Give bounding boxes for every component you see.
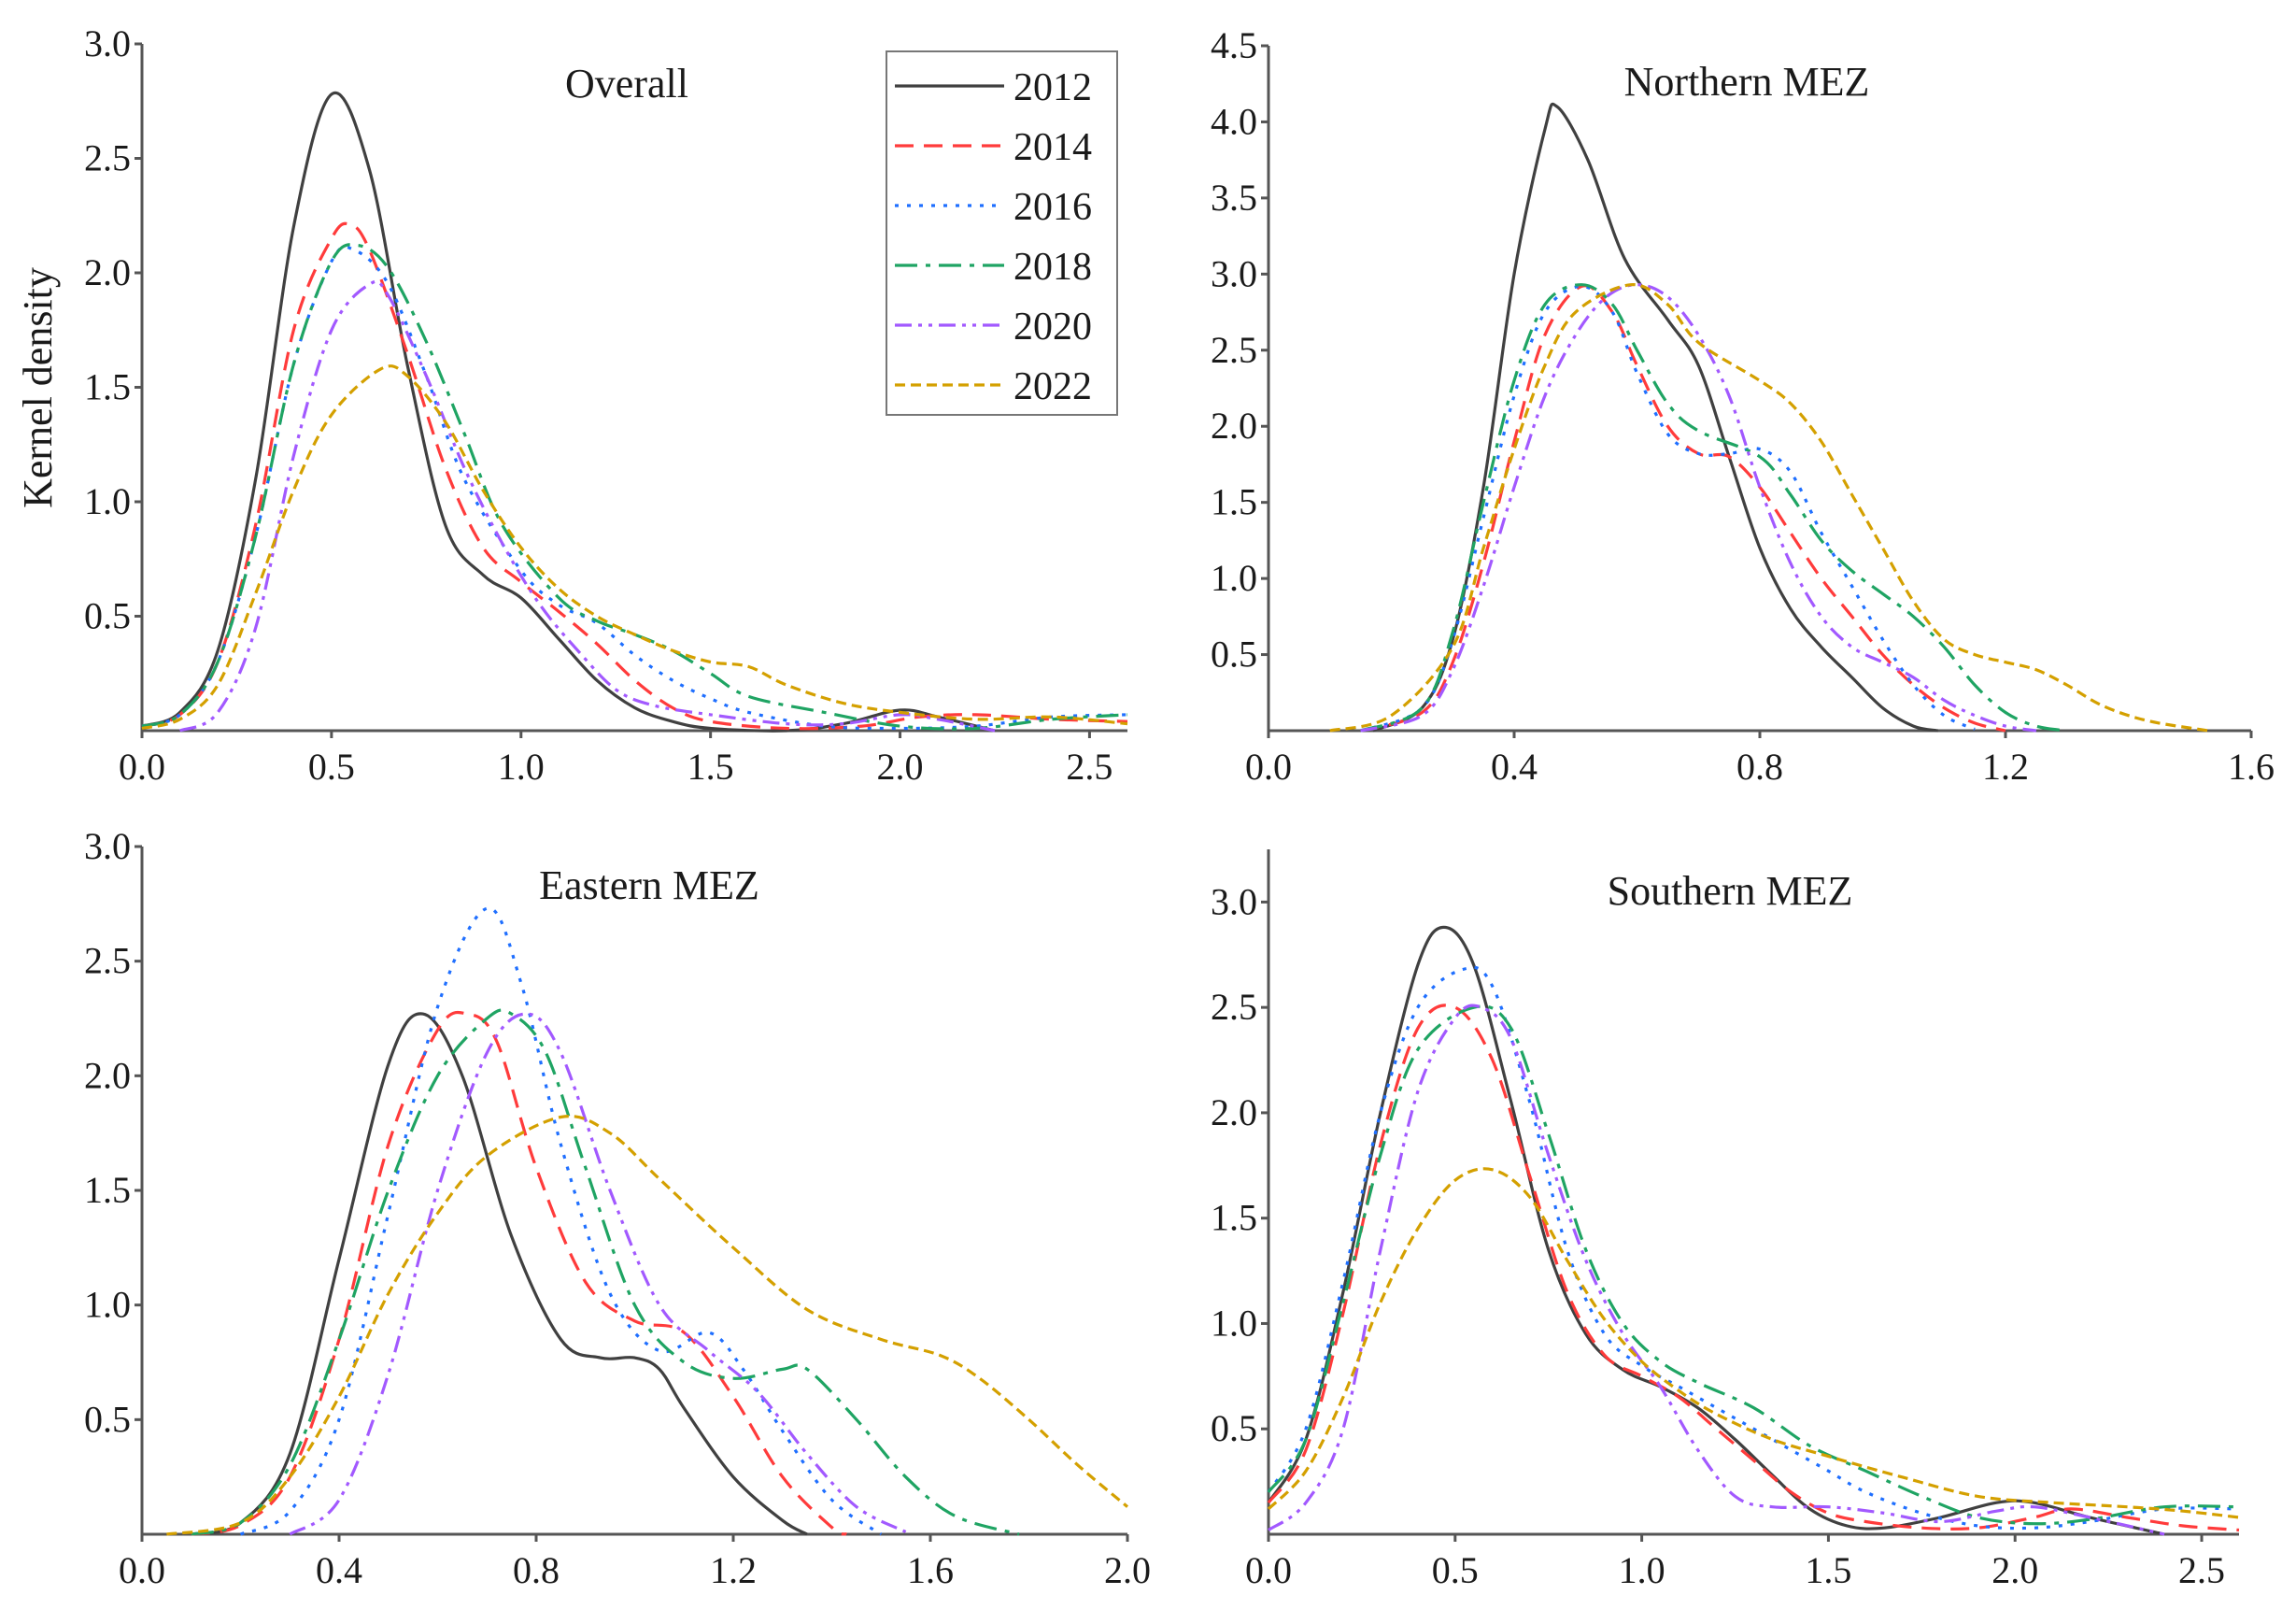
y-tick-label: 1.0 [1211, 1302, 1257, 1344]
series-line-2020 [1268, 1004, 2165, 1536]
y-tick-label: 2.5 [84, 137, 131, 179]
y-tick-label: 1.0 [84, 1284, 131, 1326]
y-tick-label: 2.0 [1211, 1091, 1257, 1133]
y-tick-label: 2.0 [1211, 405, 1257, 447]
x-tick-label: 0.0 [1245, 746, 1292, 788]
y-tick-label: 2.5 [1211, 329, 1257, 371]
series-line-2018 [191, 1008, 1020, 1536]
x-tick-label: 2.0 [1991, 1549, 2038, 1591]
y-tick-label: 0.5 [1211, 634, 1257, 676]
panel-eastern-mez: 0.0 0.4 0.8 1.2 1.6 2.0 0.5 1.0 1.5 2.0 2.5 3.0 East… [84, 825, 1151, 1591]
x-tick-label: 1.5 [687, 746, 734, 788]
series-line-2016 [1267, 965, 2240, 1531]
series-line-2022 [141, 364, 1128, 731]
legend-label: 2014 [1013, 126, 1092, 169]
x-tick-label: 0.8 [1736, 746, 1783, 788]
series-line-2014 [141, 221, 1128, 731]
series-line-2022 [1267, 1167, 2240, 1519]
x-tick-label: 1.6 [907, 1549, 954, 1591]
y-tick-label: 0.5 [84, 595, 131, 637]
x-tick-label: 0.8 [513, 1549, 560, 1591]
panel-title: Eastern MEZ [539, 862, 759, 908]
y-tick-label: 2.0 [84, 251, 131, 293]
panel-title: Overall [565, 61, 688, 107]
series-line-2012 [191, 1012, 808, 1536]
x-tick-label: 1.0 [1619, 1549, 1665, 1591]
x-tick-label: 1.0 [498, 746, 545, 788]
y-tick-label: 1.5 [84, 1169, 131, 1211]
panels: 0.0 0.5 1.0 1.5 2.0 2.5 0.5 1.0 1.5 2.0 2.5 3.0 Over… [84, 22, 2275, 1591]
series-line-2014 [1267, 1004, 2240, 1532]
x-tick-label: 0.0 [119, 1549, 165, 1591]
y-tick-label: 4.5 [1211, 24, 1257, 66]
x-tick-label: 0.4 [316, 1549, 362, 1591]
series-line-2018 [141, 243, 1128, 731]
panel-overall: 0.0 0.5 1.0 1.5 2.0 2.5 0.5 1.0 1.5 2.0 2.5 3.0 Over… [84, 22, 1128, 788]
series-line-2016 [1360, 284, 1976, 733]
legend-label: 2022 [1013, 365, 1092, 408]
series-line-2018 [1360, 283, 2068, 733]
y-tick-label: 3.0 [1211, 880, 1257, 922]
legend-label: 2020 [1013, 306, 1092, 349]
x-tick-label: 2.0 [1104, 1549, 1151, 1591]
y-tick-label: 2.0 [84, 1054, 131, 1096]
x-tick-label: 2.5 [1066, 746, 1113, 788]
x-tick-label: 0.0 [119, 746, 165, 788]
series-line-2020 [289, 1012, 907, 1536]
y-tick-label: 1.5 [1211, 1197, 1257, 1239]
x-tick-label: 1.5 [1805, 1549, 1851, 1591]
legend-label: 2018 [1013, 246, 1092, 289]
y-tick-label: 3.0 [84, 825, 131, 867]
x-tick-label: 0.5 [308, 746, 355, 788]
x-tick-label: 2.0 [877, 746, 924, 788]
y-tick-label: 2.5 [84, 940, 131, 982]
panel-title: Southern MEZ [1608, 868, 1853, 914]
y-tick-label: 0.5 [84, 1398, 131, 1440]
series-line-2014 [191, 1010, 847, 1536]
series-line-2020 [178, 279, 996, 733]
x-tick-label: 1.2 [1982, 746, 2029, 788]
y-tick-label: 1.5 [84, 366, 131, 408]
legend: 2012 2014 2016 2018 2020 2022 [886, 50, 1118, 416]
legend-label: 2016 [1013, 186, 1092, 229]
x-tick-label: 0.4 [1491, 746, 1538, 788]
y-tick-label: 3.5 [1211, 177, 1257, 219]
series-line-2018 [1267, 1004, 2240, 1526]
x-tick-label: 1.6 [2228, 746, 2275, 788]
series-line-2012 [1372, 102, 1938, 733]
y-tick-label: 2.5 [1211, 986, 1257, 1028]
y-tick-label: 3.0 [1211, 252, 1257, 294]
series-line-2020 [1360, 283, 2037, 733]
x-tick-label: 0.0 [1245, 1549, 1292, 1591]
y-tick-label: 4.0 [1211, 100, 1257, 142]
panel-southern-mez: 0.0 0.5 1.0 1.5 2.0 2.5 0.5 1.0 1.5 2.0 2.5 3.0 Sout… [1211, 849, 2240, 1591]
series-line-2022 [166, 1115, 1129, 1536]
series-line-2012 [141, 91, 996, 733]
y-tick-label: 1.5 [1211, 481, 1257, 523]
y-axis-label: Kernel density [15, 267, 61, 508]
legend-label: 2012 [1013, 66, 1092, 109]
y-tick-label: 1.0 [1211, 557, 1257, 599]
panel-title: Northern MEZ [1624, 59, 1870, 105]
y-tick-label: 3.0 [84, 22, 131, 64]
x-tick-label: 2.5 [2178, 1549, 2225, 1591]
y-tick-label: 1.0 [84, 480, 131, 522]
series-line-2022 [1329, 283, 2209, 733]
legend-box [886, 50, 1118, 416]
x-tick-label: 1.2 [710, 1549, 757, 1591]
x-tick-label: 0.5 [1432, 1549, 1479, 1591]
series-line-2014 [1360, 284, 2006, 733]
series-line-2016 [141, 245, 1128, 731]
panel-northern-mez: 0.0 0.4 0.8 1.2 1.6 0.5 1.0 1.5 2.0 2.5 3.0 3.5 4.0 4… [1211, 24, 2275, 788]
y-tick-label: 0.5 [1211, 1407, 1257, 1449]
